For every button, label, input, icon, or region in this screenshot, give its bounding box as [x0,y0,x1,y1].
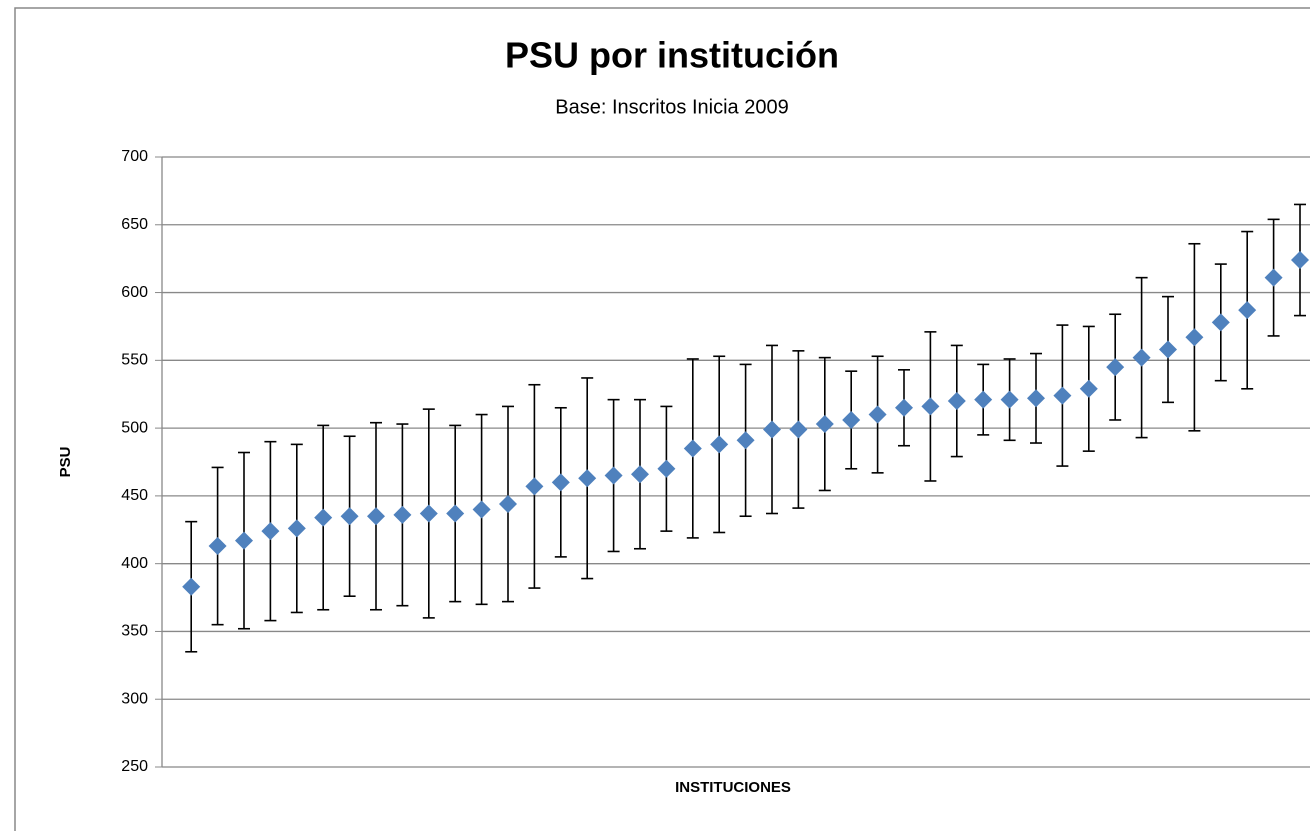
marker [1132,348,1151,367]
marker [1159,340,1177,359]
marker [1238,301,1257,320]
y-tick-label: 650 [121,216,148,233]
y-tick-label: 600 [121,284,148,301]
marker [842,410,861,429]
y-axis-title: PSU [57,447,74,478]
marker [1053,386,1072,405]
marker [921,397,940,416]
y-tick-label: 450 [121,487,148,504]
marker [947,392,966,410]
marker [815,415,834,434]
chart-title: PSU por institución [505,35,839,76]
marker [631,465,649,484]
marker [604,466,623,485]
marker [578,469,597,488]
marker [1264,268,1283,287]
y-tick-label: 500 [121,419,148,436]
chart-border [14,7,1310,831]
marker [1106,358,1125,377]
marker [1000,390,1019,409]
x-axis-title: INSTITUCIONES [675,779,791,796]
y-tick-label: 700 [121,148,148,165]
marker [235,531,253,550]
marker [472,500,491,519]
marker [657,459,676,478]
marker [1291,251,1309,270]
marker [551,473,570,492]
marker [446,504,465,523]
marker [393,505,412,524]
marker [419,504,438,523]
marker [763,420,781,439]
marker [736,431,755,450]
marker [895,398,913,417]
marker [208,537,227,556]
marker [314,508,333,527]
marker [683,439,702,458]
y-tick-label: 350 [121,623,148,640]
marker [868,405,887,424]
marker [1027,389,1045,408]
marker [525,477,544,496]
marker [1185,328,1204,347]
chart-subtitle: Base: Inscritos Inicia 2009 [555,96,788,118]
marker [367,507,385,526]
y-tick-label: 400 [121,555,148,572]
y-tick-label: 300 [121,690,148,707]
marker [261,522,280,541]
marker [499,495,517,514]
marker [1079,379,1098,398]
y-tick-label: 550 [121,352,148,369]
marker [287,519,306,538]
marker [182,577,201,596]
marker [974,390,993,409]
marker [340,507,359,526]
marker [1211,313,1230,332]
y-tick-label: 250 [121,758,148,775]
marker [710,435,729,454]
marker [789,420,808,439]
